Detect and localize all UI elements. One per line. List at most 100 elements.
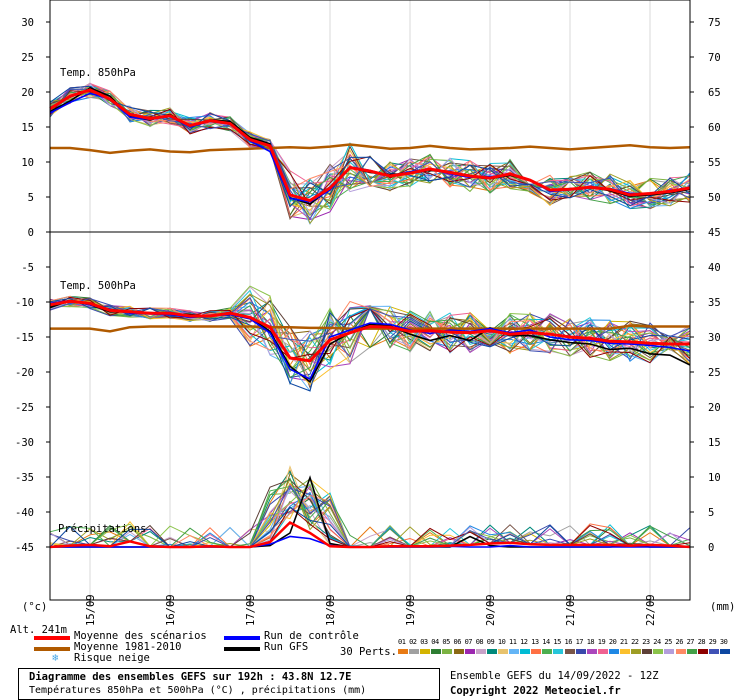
mean-label: Moyenne des scénarios	[74, 630, 207, 642]
mean-precip-line	[49, 520, 691, 549]
member-key-swatch	[420, 649, 431, 654]
perturbations-label: 30 Perts.	[340, 646, 397, 658]
member-key-label: 19	[597, 638, 606, 646]
right-tick-label: 70	[708, 52, 721, 64]
left-tick-label: 15	[21, 122, 34, 134]
t850-panel-label: Temp. 850hPa	[60, 67, 136, 79]
member-key-swatch	[642, 649, 653, 654]
member-key-swatch	[409, 649, 420, 654]
member-key-swatch	[531, 649, 542, 654]
member-key-label: 13	[531, 638, 539, 646]
left-tick-label: -40	[15, 507, 34, 519]
member-key-swatch	[475, 649, 486, 654]
member-key-swatch	[398, 649, 409, 654]
member-lines	[49, 82, 691, 548]
member-key-label: 09	[486, 638, 495, 646]
member-precip-line	[49, 482, 691, 548]
date-label: 15/09	[85, 594, 97, 626]
right-tick-label: 60	[708, 122, 721, 134]
member-precip-line	[49, 485, 691, 548]
copyright-label: Copyright 2022 Meteociel.fr	[450, 685, 621, 697]
member-precip-line	[49, 483, 691, 548]
left-tick-label: 25	[21, 52, 34, 64]
right-tick-label: 65	[708, 87, 721, 99]
mean-t850-line	[49, 88, 691, 203]
ensemble-chart: 302520151050-5-10-15-20-25-30-35-40-4575…	[15, 0, 735, 626]
member-key-label: 26	[675, 638, 684, 646]
member-key-label: 02	[409, 638, 417, 646]
member-key-label: 05	[442, 638, 450, 646]
right-tick-label: 55	[708, 157, 721, 169]
member-key-strip: 01 02 03 04 05 06 07 08 09 10 11 12 13 14 15 16 17 18 19 20…	[398, 638, 733, 658]
climatology-swatch	[34, 647, 70, 651]
right-tick-label: 10	[708, 472, 721, 484]
gfs-swatch	[224, 647, 260, 651]
date-label: 22/09	[645, 594, 657, 626]
member-key-swatch	[520, 649, 531, 654]
right-tick-label: 20	[708, 402, 721, 414]
member-key-swatch	[431, 649, 442, 654]
member-key-swatch	[509, 649, 520, 654]
member-key-swatch	[686, 649, 697, 654]
member-key-swatch	[597, 649, 608, 654]
member-key-label: 16	[564, 638, 573, 646]
member-t850-line	[49, 88, 691, 220]
member-t850-line	[49, 90, 691, 221]
member-precip-line	[49, 484, 691, 548]
right-tick-label: 75	[708, 17, 721, 29]
member-key-label: 18	[586, 638, 595, 646]
member-t850-line	[49, 85, 691, 208]
left-tick-label: -15	[15, 332, 34, 344]
legend: Alt. 241m Moyenne des scénarios Moyenne …	[0, 624, 740, 700]
grid-lines	[89, 0, 651, 600]
member-key-label: 20	[608, 638, 617, 646]
left-tick-label: -35	[15, 472, 34, 484]
member-key-label: 28	[697, 638, 706, 646]
member-key-swatch	[664, 649, 675, 654]
member-key-swatch	[464, 649, 475, 654]
member-key-label: 27	[686, 638, 695, 646]
member-t500-line	[49, 297, 691, 392]
member-precip-line	[49, 492, 691, 548]
member-key-label: 15	[553, 638, 561, 646]
left-tick-label: -25	[15, 402, 34, 414]
member-key-swatch	[653, 649, 664, 654]
member-key-label: 12	[520, 638, 528, 646]
member-key-label: 14	[542, 638, 550, 646]
member-key-swatch	[608, 649, 619, 654]
right-tick-label: 5	[708, 507, 714, 519]
date-label: 18/09	[325, 594, 337, 626]
member-key-swatch	[708, 649, 719, 654]
member-key-label: 24	[653, 638, 661, 646]
member-key-label: 11	[509, 638, 517, 646]
precip-panel-label: Précipitations	[58, 523, 147, 535]
left-tick-label: 10	[21, 157, 34, 169]
left-tick-label: -45	[15, 542, 34, 554]
member-key-swatch	[631, 649, 642, 654]
member-key-swatch	[697, 649, 708, 654]
mean-t500-line	[49, 299, 690, 363]
member-key-swatch	[497, 649, 508, 654]
member-precip-line	[49, 485, 691, 548]
member-key-label: 22	[631, 638, 639, 646]
member-key-swatch	[586, 649, 597, 654]
member-key-swatch	[675, 649, 686, 654]
climatology-label: Moyenne 1981-2010	[74, 641, 182, 653]
date-label: 17/09	[245, 594, 257, 626]
member-key-swatch	[542, 649, 553, 654]
gfs-label: Run GFS	[264, 641, 309, 653]
date-label: 20/09	[485, 594, 497, 626]
right-tick-label: 30	[708, 332, 721, 344]
left-units-label: (°c)	[22, 601, 47, 613]
chart-subtitle: Températures 850hPa et 500hPa (°C) , pré…	[29, 685, 367, 696]
left-tick-label: 20	[21, 87, 34, 99]
member-key-label: 08	[475, 638, 484, 646]
member-key-swatch	[553, 649, 564, 654]
right-tick-label: 35	[708, 297, 721, 309]
right-tick-label: 0	[708, 542, 714, 554]
member-key-swatch	[486, 649, 497, 654]
member-precip-line	[49, 487, 691, 548]
right-units-label: (mm)	[710, 601, 735, 613]
member-key-label: 03	[420, 638, 428, 646]
right-tick-label: 40	[708, 262, 721, 274]
